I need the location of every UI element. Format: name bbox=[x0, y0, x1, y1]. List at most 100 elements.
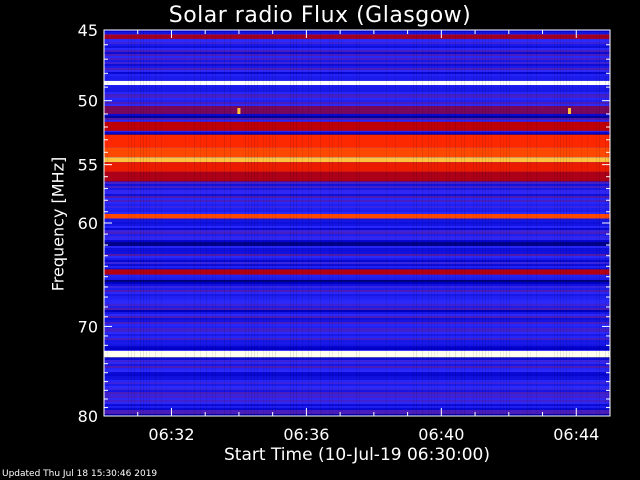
background-row bbox=[104, 30, 610, 32]
x-tick-label: 06:36 bbox=[283, 425, 329, 444]
y-tick-label: 55 bbox=[78, 156, 98, 175]
background-row bbox=[104, 88, 610, 90]
background-row bbox=[104, 332, 610, 334]
background-row bbox=[104, 394, 610, 396]
time-column-stripe bbox=[272, 30, 273, 416]
time-column-stripe bbox=[206, 30, 207, 416]
background-row bbox=[104, 366, 610, 368]
background-row bbox=[104, 220, 610, 222]
time-column-stripe bbox=[275, 30, 276, 416]
background-row bbox=[104, 48, 610, 50]
time-column-stripe bbox=[536, 30, 537, 416]
time-column-stripe bbox=[302, 30, 303, 416]
background-row bbox=[104, 132, 610, 134]
background-row bbox=[104, 118, 610, 120]
background-row bbox=[104, 260, 610, 262]
time-column-stripe bbox=[569, 30, 570, 416]
background-row bbox=[104, 192, 610, 194]
background-row bbox=[104, 58, 610, 60]
background-row bbox=[104, 252, 610, 254]
background-row bbox=[104, 86, 610, 88]
time-column-stripe bbox=[431, 30, 432, 416]
x-tick-label: 06:32 bbox=[148, 425, 194, 444]
background-row bbox=[104, 228, 610, 230]
background-row bbox=[104, 206, 610, 208]
background-row bbox=[104, 346, 610, 348]
background-row bbox=[104, 268, 610, 270]
time-column-stripe bbox=[422, 30, 423, 416]
background-row bbox=[104, 92, 610, 94]
background-row bbox=[104, 264, 610, 266]
background-row bbox=[104, 288, 610, 290]
time-column-stripe bbox=[251, 30, 252, 416]
background-row bbox=[104, 314, 610, 316]
background-row bbox=[104, 370, 610, 372]
background-row bbox=[104, 52, 610, 54]
background-row bbox=[104, 310, 610, 312]
background-row bbox=[104, 184, 610, 186]
background-row bbox=[104, 338, 610, 340]
time-column-stripe bbox=[461, 30, 462, 416]
y-axis-label: Frequency [MHz] bbox=[48, 156, 68, 292]
background-row bbox=[104, 404, 610, 406]
time-column-stripe bbox=[446, 30, 447, 416]
background-row bbox=[104, 114, 610, 116]
background-row bbox=[104, 402, 610, 404]
background-row bbox=[104, 382, 610, 384]
background-row bbox=[104, 334, 610, 336]
time-column-stripe bbox=[248, 30, 249, 416]
background-row bbox=[104, 326, 610, 328]
time-column-stripe bbox=[341, 30, 342, 416]
background-row bbox=[104, 284, 610, 286]
time-column-stripe bbox=[143, 30, 144, 416]
time-column-stripe bbox=[437, 30, 438, 416]
background-row bbox=[104, 68, 610, 70]
background-row bbox=[104, 294, 610, 296]
background-row bbox=[104, 246, 610, 248]
background-row bbox=[104, 304, 610, 306]
time-column-stripe bbox=[266, 30, 267, 416]
background-row bbox=[104, 362, 610, 364]
background-row bbox=[104, 56, 610, 58]
background-row bbox=[104, 274, 610, 276]
background-row bbox=[104, 186, 610, 188]
background-row bbox=[104, 328, 610, 330]
background-row bbox=[104, 372, 610, 374]
time-column-stripe bbox=[128, 30, 129, 416]
time-column-stripe bbox=[560, 30, 561, 416]
background-row bbox=[104, 368, 610, 370]
time-column-stripe bbox=[572, 30, 573, 416]
background-row bbox=[104, 188, 610, 190]
background-row bbox=[104, 234, 610, 236]
background-row bbox=[104, 194, 610, 196]
background-row bbox=[104, 190, 610, 192]
background-row bbox=[104, 66, 610, 68]
background-row bbox=[104, 42, 610, 44]
background-row bbox=[104, 400, 610, 402]
emission-band bbox=[104, 121, 610, 131]
background-row bbox=[104, 364, 610, 366]
time-column-stripe bbox=[587, 30, 588, 416]
background-row bbox=[104, 254, 610, 256]
time-column-stripe bbox=[476, 30, 477, 416]
background-row bbox=[104, 102, 610, 104]
background-row bbox=[104, 98, 610, 100]
background-row bbox=[104, 266, 610, 268]
background-row bbox=[104, 44, 610, 46]
background-row bbox=[104, 308, 610, 310]
background-row bbox=[104, 90, 610, 92]
background-row bbox=[104, 62, 610, 64]
background-row bbox=[104, 384, 610, 386]
background-row bbox=[104, 414, 610, 416]
background-row bbox=[104, 348, 610, 350]
background-row bbox=[104, 94, 610, 96]
background-row bbox=[104, 340, 610, 342]
time-column-stripe bbox=[482, 30, 483, 416]
time-column-stripe bbox=[449, 30, 450, 416]
background-row bbox=[104, 182, 610, 184]
background-row bbox=[104, 322, 610, 324]
x-tick-label: 06:44 bbox=[553, 425, 599, 444]
background-row bbox=[104, 336, 610, 338]
time-column-stripe bbox=[140, 30, 141, 416]
